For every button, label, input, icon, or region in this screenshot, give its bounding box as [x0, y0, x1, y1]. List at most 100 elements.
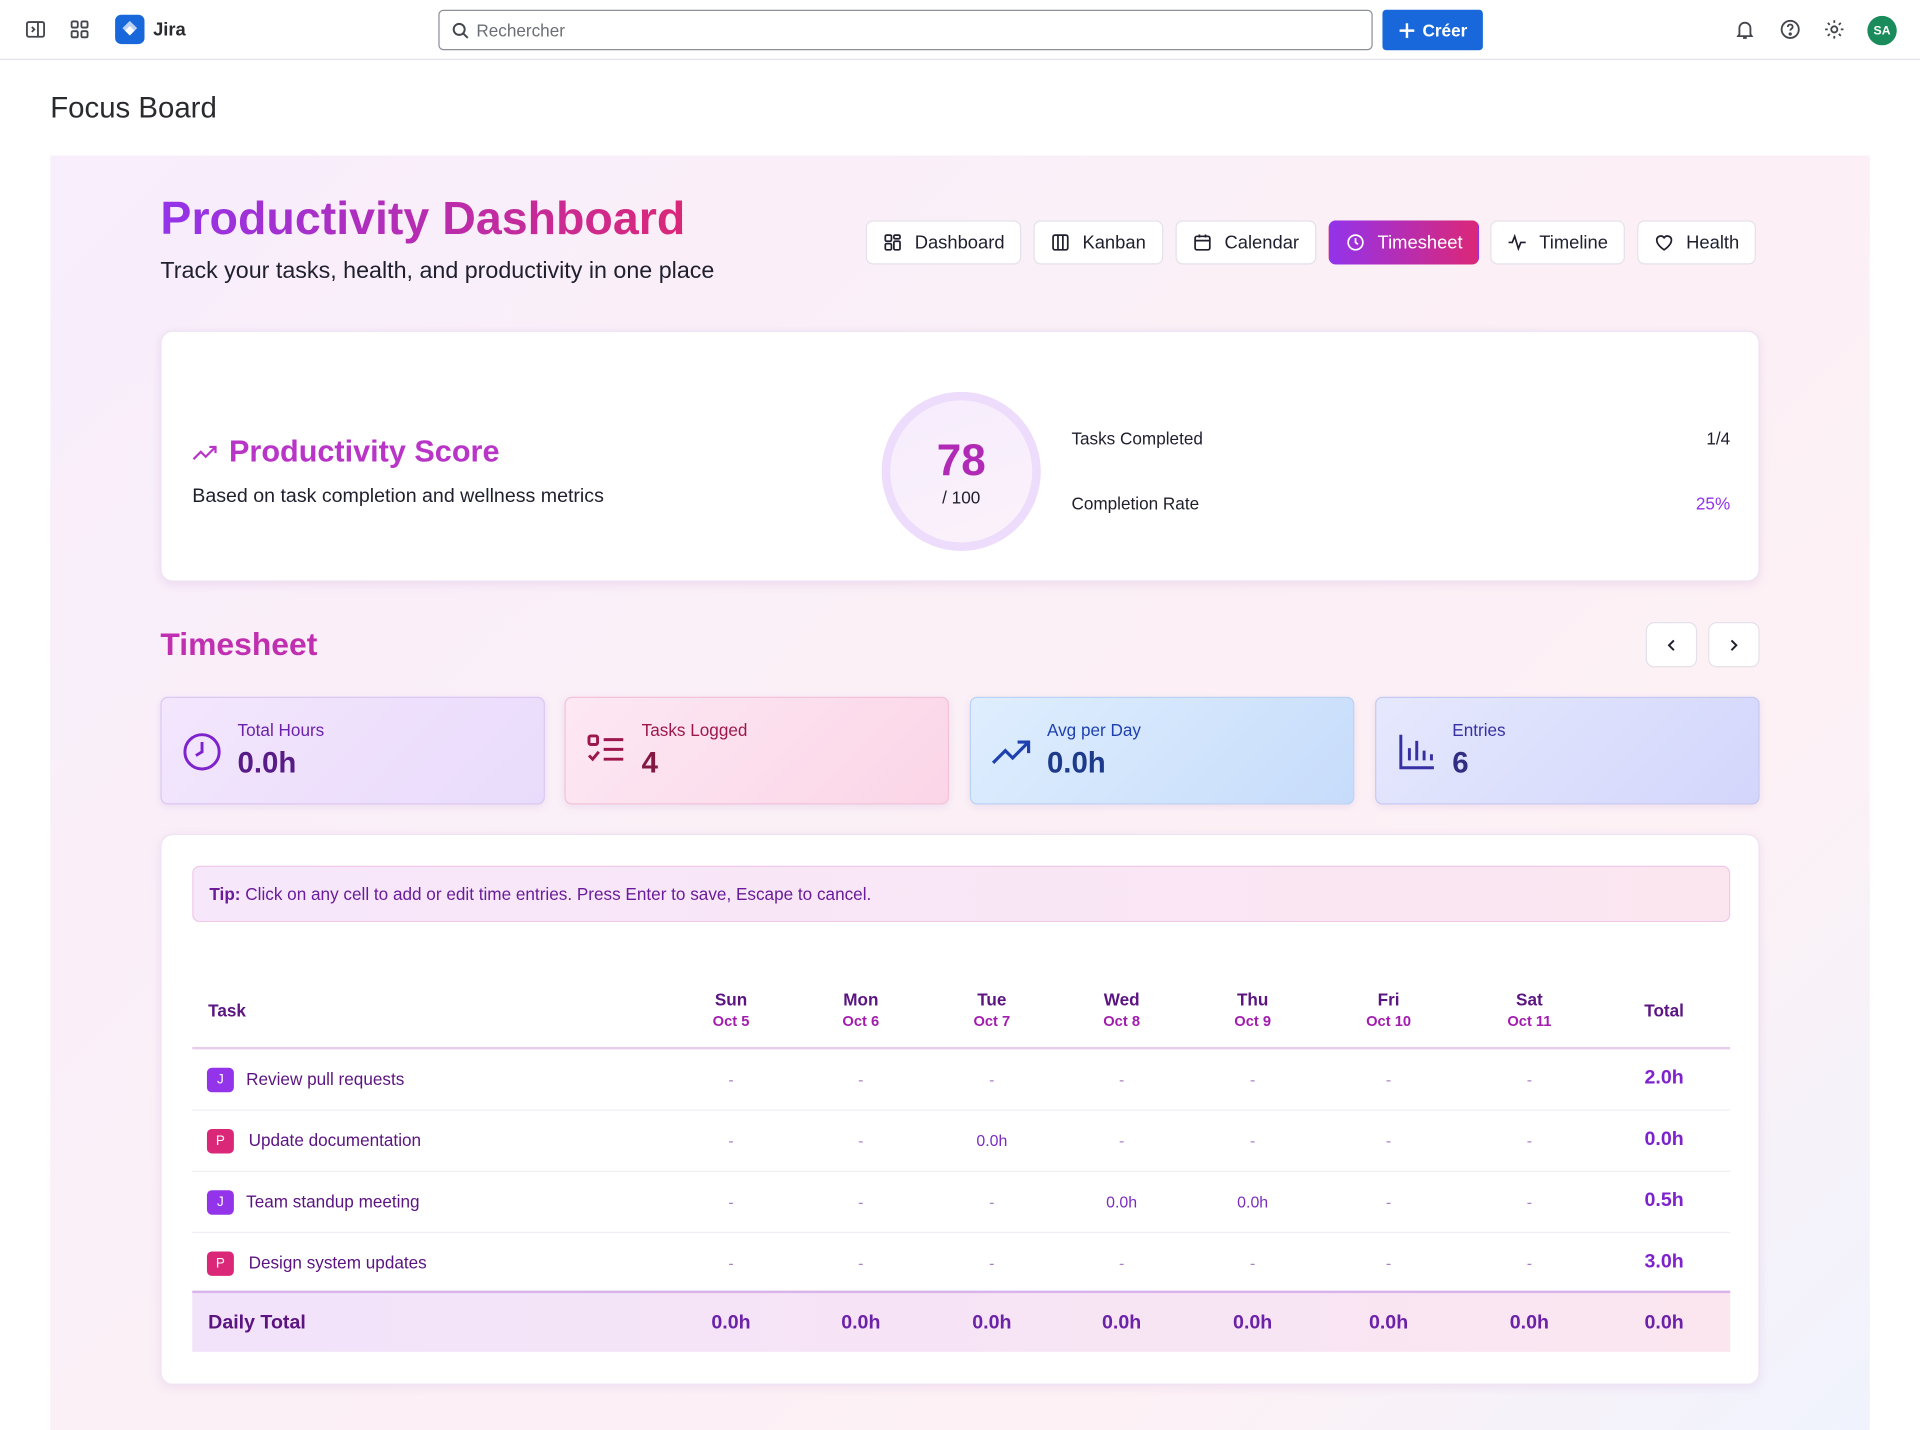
kpi-tasks-logged: Tasks Logged 4 [564, 696, 949, 805]
search-placeholder: Rechercher [476, 20, 565, 41]
app-name[interactable]: Jira [153, 19, 186, 41]
tab-dashboard[interactable]: Dashboard [865, 220, 1022, 265]
daily-total-value: 0.0h [841, 1312, 881, 1334]
time-entry-cell[interactable]: - [858, 1131, 864, 1150]
app-switcher-icon[interactable] [66, 16, 93, 43]
dashboard-subtitle: Track your tasks, health, and productivi… [160, 258, 715, 285]
task-name: Review pull requests [246, 1068, 405, 1089]
header-divider [192, 1046, 1731, 1050]
tab-label: Calendar [1224, 232, 1300, 253]
column-header-day: Mon Oct 6 [842, 989, 880, 1030]
stat-label: Tasks Completed [1071, 428, 1203, 449]
time-entry-cell[interactable]: - [1118, 1253, 1125, 1273]
time-entry-cell[interactable]: - [728, 1192, 734, 1212]
tab-calendar[interactable]: Calendar [1175, 220, 1317, 265]
settings-gear-icon[interactable] [1821, 16, 1848, 43]
time-entry-cell[interactable]: 0.0h [1106, 1192, 1138, 1212]
tab-label: Dashboard [914, 232, 1005, 253]
columns-icon [1052, 234, 1069, 251]
time-entry-cell[interactable]: - [1385, 1253, 1392, 1273]
tab-timesheet[interactable]: Timesheet [1328, 220, 1480, 265]
task-name: Team standup meeting [246, 1191, 420, 1212]
time-entry-cell[interactable]: - [1250, 1070, 1256, 1089]
user-avatar[interactable]: SA [1867, 15, 1897, 46]
next-week-button[interactable] [1708, 622, 1760, 668]
dashboard-title: Productivity Dashboard [160, 193, 686, 245]
column-header-total: Total [1644, 1000, 1684, 1021]
time-entry-cell[interactable]: - [989, 1253, 995, 1273]
tip-text: Click on any cell to add or edit time en… [240, 884, 872, 904]
time-entry-cell[interactable]: - [1118, 1070, 1125, 1089]
time-entry-cell[interactable]: - [858, 1253, 864, 1273]
time-entry-cell[interactable]: - [858, 1070, 864, 1089]
stat-value: 1/4 [1706, 428, 1731, 449]
score-value: 78 [936, 434, 986, 485]
kpi-label: Tasks Logged [641, 720, 748, 740]
tab-health[interactable]: Health [1637, 220, 1757, 265]
kpi-label: Avg per Day [1046, 720, 1141, 740]
stat-label: Completion Rate [1071, 493, 1200, 514]
tip-label: Tip: [209, 884, 241, 904]
time-entry-cell[interactable]: - [728, 1070, 734, 1089]
grid-icon [884, 234, 901, 251]
grand-total-value: 0.0h [1644, 1312, 1684, 1334]
column-header-day: Tue Oct 7 [973, 989, 1011, 1030]
jira-logo-icon[interactable] [115, 14, 145, 45]
stat-tasks-completed: Tasks Completed 1/4 [1071, 429, 1730, 449]
score-ring: 78 / 100 [881, 391, 1041, 552]
time-entry-cell[interactable]: - [1118, 1131, 1125, 1150]
time-entry-cell[interactable]: - [989, 1192, 995, 1212]
score-max: / 100 [942, 486, 981, 507]
time-entry-cell[interactable]: - [1526, 1192, 1533, 1212]
column-header-day: Sun Oct 5 [712, 989, 750, 1030]
search-input[interactable]: Rechercher [438, 9, 1373, 51]
help-icon[interactable] [1777, 16, 1804, 43]
tab-label: Health [1686, 232, 1740, 253]
time-entry-cell[interactable]: - [1385, 1131, 1392, 1150]
kpi-value: 0.0h [237, 746, 297, 781]
task-name: Design system updates [248, 1252, 427, 1273]
tab-label: Timeline [1539, 232, 1608, 253]
sidebar-toggle-icon[interactable] [22, 16, 49, 43]
table-row: P Design system updates - - - - - - - 3.0h [192, 1233, 1731, 1295]
time-entry-cell[interactable]: 0.0h [976, 1131, 1008, 1150]
time-entry-cell[interactable]: - [1250, 1131, 1256, 1150]
productivity-score-heading: Productivity Score [192, 435, 499, 471]
row-total: 3.0h [1644, 1251, 1684, 1273]
create-button[interactable]: Créer [1382, 9, 1483, 51]
time-entry-cell[interactable]: - [728, 1253, 734, 1273]
project-badge: P [206, 1251, 234, 1276]
row-total: 2.0h [1644, 1067, 1684, 1089]
tab-kanban[interactable]: Kanban [1033, 220, 1163, 265]
activity-icon [1508, 233, 1526, 252]
focus-board-container: Productivity Dashboard Track your tasks,… [50, 155, 1870, 1430]
clock-icon [183, 733, 221, 771]
time-entry-cell[interactable]: - [1526, 1070, 1533, 1089]
stat-value: 25% [1695, 493, 1731, 514]
tab-timeline[interactable]: Timeline [1490, 220, 1626, 265]
time-entry-cell[interactable]: - [1526, 1253, 1533, 1273]
clock-icon [1347, 234, 1364, 251]
time-entry-cell[interactable]: - [1385, 1192, 1392, 1212]
time-entry-cell[interactable]: - [1526, 1131, 1533, 1150]
column-header-day: Thu Oct 9 [1234, 989, 1272, 1030]
notifications-bell-icon[interactable] [1731, 16, 1758, 43]
time-entry-cell[interactable]: - [1250, 1253, 1256, 1273]
daily-total-value: 0.0h [1509, 1312, 1549, 1334]
project-badge: P [206, 1128, 234, 1154]
time-entry-cell[interactable]: - [858, 1192, 864, 1212]
previous-week-button[interactable] [1645, 622, 1698, 668]
productivity-score-subtitle: Based on task completion and wellness me… [192, 486, 604, 507]
daily-total-value: 0.0h [972, 1312, 1012, 1334]
calendar-icon [1194, 234, 1211, 251]
productivity-score-title: Productivity Score [228, 434, 500, 469]
time-entry-cell[interactable]: - [989, 1070, 995, 1089]
kpi-label: Entries [1452, 720, 1506, 740]
time-entry-cell[interactable]: 0.0h [1237, 1192, 1269, 1212]
time-entry-cell[interactable]: - [1385, 1070, 1392, 1089]
time-entry-cell[interactable]: - [728, 1131, 734, 1150]
tab-label: Kanban [1082, 232, 1146, 253]
row-total: 0.5h [1644, 1190, 1684, 1212]
search-icon [452, 22, 469, 39]
plus-icon [1399, 22, 1414, 38]
